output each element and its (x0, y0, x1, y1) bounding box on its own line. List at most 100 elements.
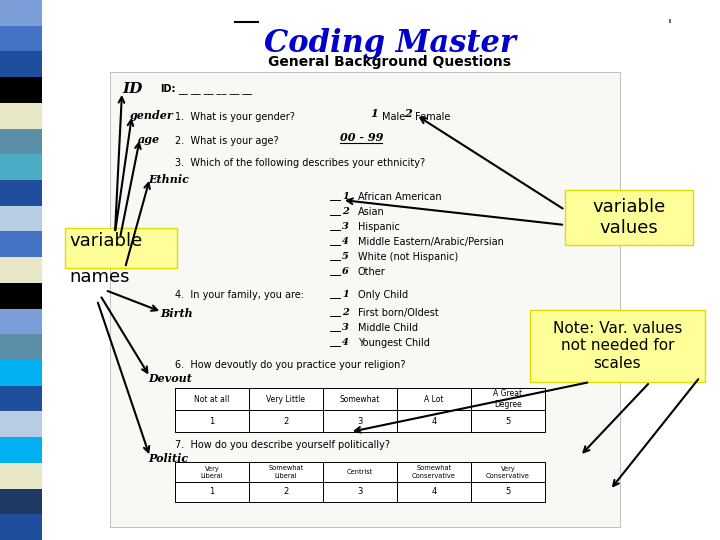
Text: 5: 5 (505, 488, 510, 496)
Bar (0, 232, 42, 257)
Text: First born/Oldest: First born/Oldest (358, 308, 438, 318)
Text: 2: 2 (404, 108, 412, 119)
Text: Birth: Birth (160, 308, 193, 319)
Text: African American: African American (358, 192, 441, 202)
Text: Asian: Asian (358, 207, 384, 217)
Bar (0, 103, 42, 129)
Text: Only Child: Only Child (358, 290, 408, 300)
Bar (249, 410, 323, 432)
Text: Not at all: Not at all (194, 395, 230, 403)
Bar (0, 77, 42, 103)
Text: 2: 2 (284, 416, 289, 426)
Text: Coding Master: Coding Master (264, 28, 516, 59)
Text: 4: 4 (342, 237, 348, 246)
Bar (175, 410, 249, 432)
Bar (249, 462, 323, 482)
Text: 3: 3 (357, 488, 363, 496)
Bar (397, 462, 471, 482)
Text: Devout: Devout (148, 373, 192, 384)
Bar (0, 360, 42, 386)
Bar (0, 489, 42, 514)
Text: Middle Child: Middle Child (358, 323, 418, 333)
Bar (65, 228, 177, 268)
Bar (397, 388, 471, 410)
Text: Other: Other (358, 267, 386, 277)
Bar (0, 51, 42, 77)
Bar (175, 388, 249, 410)
Bar (530, 310, 705, 382)
Text: ID: ID (122, 82, 143, 96)
Bar (565, 190, 693, 245)
Text: 2.  What is your age?: 2. What is your age? (175, 136, 279, 146)
Text: Very
Conservative: Very Conservative (486, 465, 530, 478)
Bar (0, 180, 42, 206)
Text: Very Little: Very Little (266, 395, 305, 403)
Text: Very
Liberal: Very Liberal (201, 465, 223, 478)
Text: 5: 5 (342, 252, 348, 261)
Text: 3: 3 (357, 416, 363, 426)
Text: gender: gender (130, 110, 174, 121)
Bar (471, 482, 545, 502)
Text: 3: 3 (342, 222, 348, 231)
Text: 1: 1 (210, 488, 215, 496)
Bar (0, 463, 42, 489)
Text: Hispanic: Hispanic (358, 222, 400, 232)
Bar (323, 388, 397, 410)
Bar (0, 154, 42, 180)
Text: Ethnic: Ethnic (148, 174, 189, 185)
Bar (0, 257, 42, 283)
Text: 3.  Which of the following describes your ethnicity?: 3. Which of the following describes your… (175, 158, 425, 168)
Text: 5: 5 (505, 416, 510, 426)
Text: 4: 4 (431, 488, 436, 496)
Text: age: age (138, 134, 160, 145)
Bar (249, 388, 323, 410)
Text: 1: 1 (210, 416, 215, 426)
Text: 1.  What is your gender?: 1. What is your gender? (175, 112, 295, 122)
Bar (323, 462, 397, 482)
Text: Somewhat: Somewhat (340, 395, 380, 403)
Text: 1: 1 (370, 108, 378, 119)
Bar (249, 482, 323, 502)
Text: 7.  How do you describe yourself politically?: 7. How do you describe yourself politica… (175, 440, 390, 450)
Bar (471, 410, 545, 432)
Text: 2: 2 (342, 207, 348, 216)
Bar (0, 411, 42, 437)
Bar (0, 437, 42, 463)
Text: names: names (69, 268, 130, 286)
Bar (397, 410, 471, 432)
Text: 00 - 99: 00 - 99 (340, 132, 383, 143)
Bar (471, 462, 545, 482)
Text: ID:: ID: (160, 84, 176, 94)
Text: Somewhat
Liberal: Somewhat Liberal (269, 465, 304, 478)
Bar (397, 482, 471, 502)
Text: 4: 4 (431, 416, 436, 426)
Bar (471, 388, 545, 410)
Text: 2: 2 (342, 308, 348, 317)
Bar (0, 283, 42, 308)
Text: 6: 6 (342, 267, 348, 276)
Text: __ __ __ __ __ __: __ __ __ __ __ __ (178, 84, 252, 94)
Text: A Lot: A Lot (424, 395, 444, 403)
Text: Middle Eastern/Arabic/Persian: Middle Eastern/Arabic/Persian (358, 237, 504, 247)
Text: 4.  In your family, you are:: 4. In your family, you are: (175, 290, 304, 300)
Text: Somewhat
Conservative: Somewhat Conservative (412, 465, 456, 478)
Bar (0, 334, 42, 360)
Text: ': ' (668, 18, 672, 32)
Bar (0, 0, 42, 26)
Bar (110, 72, 620, 527)
Text: White (not Hispanic): White (not Hispanic) (358, 252, 458, 262)
Text: 3: 3 (342, 323, 348, 332)
Bar (0, 26, 42, 51)
Text: Centrist: Centrist (347, 469, 373, 475)
Bar (323, 482, 397, 502)
Text: 2: 2 (284, 488, 289, 496)
Text: Politic: Politic (148, 453, 188, 464)
Bar (0, 308, 42, 334)
Text: General Background Questions: General Background Questions (269, 55, 511, 69)
Text: Note: Var. values
not needed for
scales: Note: Var. values not needed for scales (553, 321, 682, 371)
Bar (0, 129, 42, 154)
Text: Male: Male (382, 112, 405, 122)
Text: Female: Female (415, 112, 451, 122)
Text: variable
values: variable values (593, 198, 665, 237)
Text: 6.  How devoutly do you practice your religion?: 6. How devoutly do you practice your rel… (175, 360, 405, 370)
